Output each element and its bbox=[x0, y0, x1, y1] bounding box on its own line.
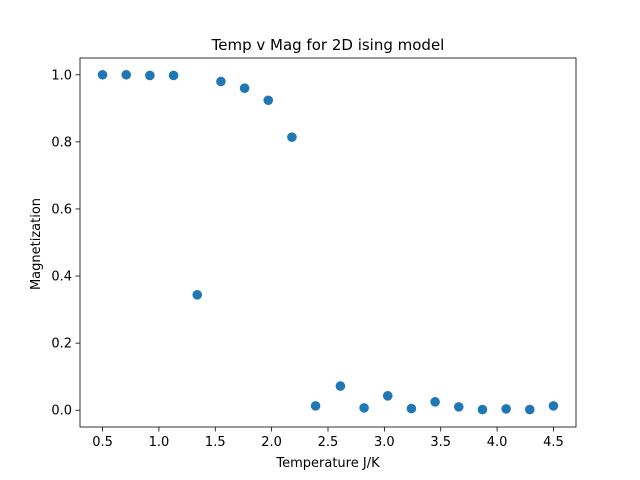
y-tick-label: 0.0 bbox=[51, 404, 72, 419]
x-tick-label: 0.5 bbox=[92, 435, 113, 450]
data-point bbox=[382, 391, 393, 401]
y-tick-label: 1.0 bbox=[51, 68, 72, 83]
data-point bbox=[501, 404, 511, 414]
data-point bbox=[477, 404, 488, 415]
data-point bbox=[310, 401, 321, 411]
data-point bbox=[216, 76, 226, 87]
y-tick-label: 0.8 bbox=[51, 135, 72, 150]
data-point bbox=[239, 83, 250, 93]
data-point bbox=[359, 403, 369, 413]
chart-title: Temp v Mag for 2D ising model bbox=[211, 36, 445, 54]
y-axis-label: Magnetization bbox=[29, 198, 44, 290]
x-tick-label: 4.5 bbox=[543, 435, 564, 450]
data-point bbox=[168, 70, 179, 81]
x-axis-ticks: 0.5 1.0 1.5 2.0 2.5 3.0 3.5 4.0 4.5 bbox=[92, 427, 564, 450]
x-tick-label: 4.0 bbox=[487, 435, 508, 450]
y-tick-label: 0.6 bbox=[51, 202, 72, 217]
x-axis-label: Temperature J/K bbox=[275, 456, 380, 471]
data-point bbox=[548, 401, 559, 411]
x-tick-label: 3.5 bbox=[430, 435, 451, 450]
y-tick-label: 0.2 bbox=[51, 337, 72, 352]
y-axis-ticks: 0.0 0.2 0.4 0.6 0.8 1.0 bbox=[51, 68, 80, 419]
x-tick-label: 1.0 bbox=[149, 435, 170, 450]
data-point bbox=[97, 69, 108, 80]
data-point bbox=[430, 397, 440, 407]
data-point bbox=[453, 402, 464, 412]
data-point bbox=[145, 70, 155, 81]
data-point bbox=[263, 95, 274, 106]
data-point bbox=[121, 69, 132, 80]
x-tick-label: 2.5 bbox=[318, 435, 339, 450]
data-point bbox=[192, 290, 203, 300]
data-points bbox=[97, 69, 559, 415]
x-tick-label: 1.5 bbox=[205, 435, 226, 450]
y-tick-label: 0.4 bbox=[51, 270, 72, 285]
data-point bbox=[335, 381, 346, 391]
data-point bbox=[287, 132, 297, 142]
data-point bbox=[524, 404, 535, 415]
data-point bbox=[406, 403, 417, 414]
x-tick-label: 3.0 bbox=[374, 435, 395, 450]
x-tick-label: 2.0 bbox=[261, 435, 282, 450]
